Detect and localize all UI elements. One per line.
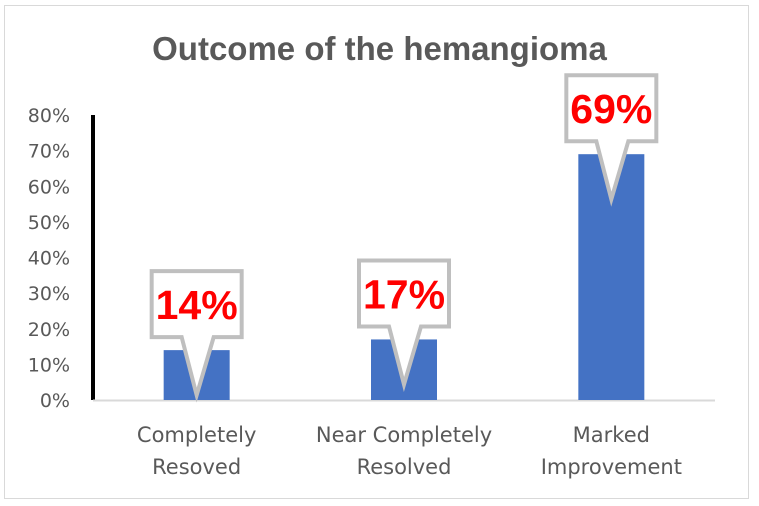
x-category-line: Completely <box>137 423 256 447</box>
data-label-callout: 69% <box>564 73 659 207</box>
data-label-callouts: 14% 17% 69% <box>149 73 659 403</box>
data-label-callout: 17% <box>357 258 451 392</box>
x-category-line: Resolved <box>357 455 452 479</box>
callout-box <box>564 73 659 207</box>
x-category-label: Completely Resoved <box>137 423 256 479</box>
y-tick-label: 70% <box>28 141 70 163</box>
y-tick-label: 80% <box>28 105 70 127</box>
x-axis-categories: Completely Resoved Near Completely Resolved… <box>137 423 682 479</box>
y-axis-ticks: 0% 10% 20% 30% 40% 50% 60% 70% 80% <box>28 105 70 412</box>
x-category-label: Marked Improvement <box>541 423 682 479</box>
callout-box <box>357 258 451 392</box>
data-label: 17% <box>363 271 445 317</box>
data-label: 14% <box>156 282 238 328</box>
y-tick-label: 0% <box>40 390 70 412</box>
y-tick-label: 40% <box>28 248 70 270</box>
x-category-line: Near Completely <box>316 423 492 447</box>
x-category-line: Resoved <box>152 455 241 479</box>
data-label: 69% <box>570 86 652 132</box>
y-tick-label: 30% <box>28 283 70 305</box>
y-tick-label: 20% <box>28 319 70 341</box>
y-tick-label: 50% <box>28 212 70 234</box>
y-tick-label: 60% <box>28 176 70 198</box>
data-label-callout: 14% <box>149 269 244 403</box>
x-category-line: Improvement <box>541 455 682 479</box>
callout-box <box>149 269 244 403</box>
x-category-label: Near Completely Resolved <box>316 423 492 479</box>
chart-title: Outcome of the hemangioma <box>152 30 607 67</box>
x-category-line: Marked <box>573 423 650 447</box>
y-tick-label: 10% <box>28 354 70 376</box>
